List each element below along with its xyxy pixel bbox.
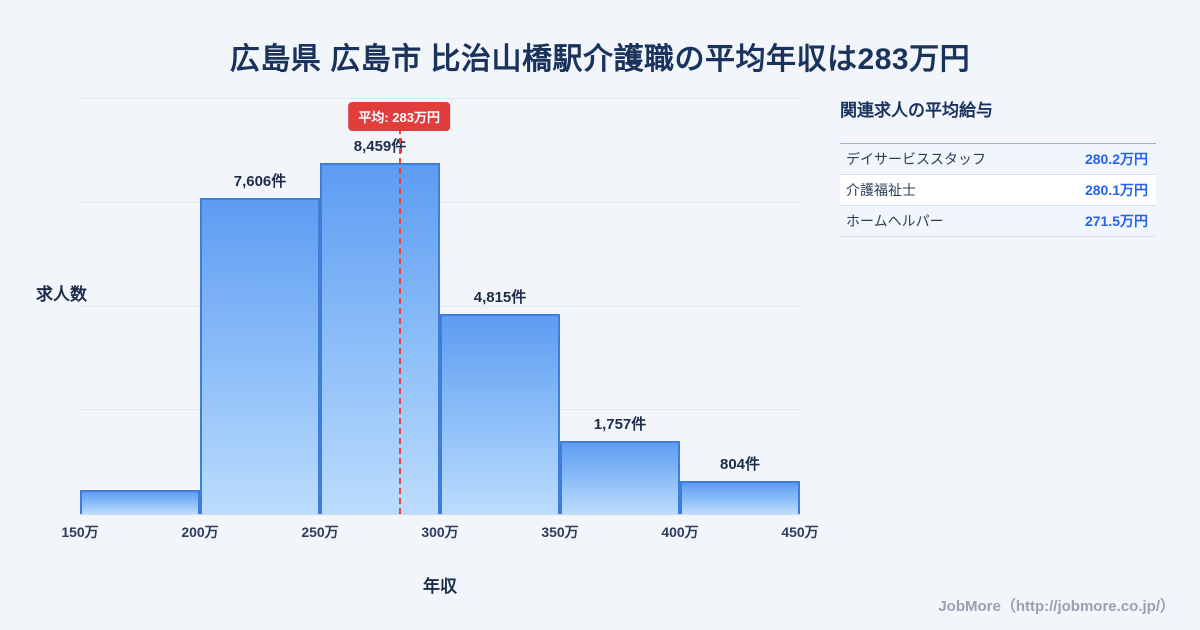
histogram-bar [320, 163, 440, 514]
histogram-bar [200, 198, 320, 514]
plot-area: 7,606件 8,459件 4,815件 1,757件 804件 平均: 283万円 [80, 98, 800, 515]
related-job-row: デイサービススタッフ 280.2万円 [840, 144, 1156, 175]
bar-value-label: 804件 [719, 456, 761, 473]
x-tick-label: 300万 [421, 524, 459, 540]
related-job-row: 介護福祉士 280.1万円 [840, 175, 1156, 206]
related-jobs-heading: 関連求人の平均給与 [840, 101, 993, 120]
mean-badge: 平均: 283万円 [348, 102, 451, 131]
x-tick-label: 150万 [61, 524, 99, 540]
x-tick-label: 350万 [541, 524, 579, 540]
gridline [80, 305, 800, 307]
gridline [80, 98, 800, 99]
page-title: 広島県 広島市 比治山橋駅介護職の平均年収は283万円 [229, 43, 971, 76]
related-jobs-panel: 関連求人の平均給与 デイサービススタッフ 280.2万円介護福祉士 280.1万円ホ… [840, 96, 1156, 237]
bar-value-label: 7,606件 [233, 173, 287, 190]
related-job-row: ホームヘルパー 271.5万円 [840, 206, 1156, 237]
related-job-value: 280.1万円 [1084, 182, 1148, 198]
related-job-label: 介護福祉士 [846, 182, 916, 198]
x-axis-label: 年収 [423, 577, 457, 596]
histogram-bar [560, 441, 680, 514]
histogram-bar [440, 314, 560, 514]
bar-value-label: 1,757件 [593, 416, 647, 433]
gridline [80, 201, 800, 203]
x-axis-ticks: 150万 200万 250万 300万 350万 400万 450万 [61, 522, 818, 542]
histogram-bar [680, 481, 800, 514]
related-job-label: ホームヘルパー [846, 213, 944, 229]
y-axis-label: 求人数 [36, 285, 87, 304]
related-jobs-table: デイサービススタッフ 280.2万円介護福祉士 280.1万円ホームヘルパー 271.… [840, 143, 1156, 237]
related-job-value: 271.5万円 [1084, 213, 1148, 229]
related-job-value: 280.2万円 [1084, 151, 1148, 167]
mean-line [399, 128, 402, 514]
related-job-label: デイサービススタッフ [846, 151, 986, 167]
footer-credit: JobMore（http://jobmore.co.jp/） [938, 598, 1175, 615]
x-tick-label: 400万 [661, 524, 699, 540]
x-tick-label: 200万 [181, 524, 219, 540]
bar-value-label: 4,815件 [473, 289, 527, 306]
bar-value-label: 8,459件 [353, 138, 407, 155]
x-tick-label: 250万 [301, 524, 339, 540]
x-tick-label: 450万 [781, 524, 819, 540]
histogram-bar [80, 490, 200, 514]
